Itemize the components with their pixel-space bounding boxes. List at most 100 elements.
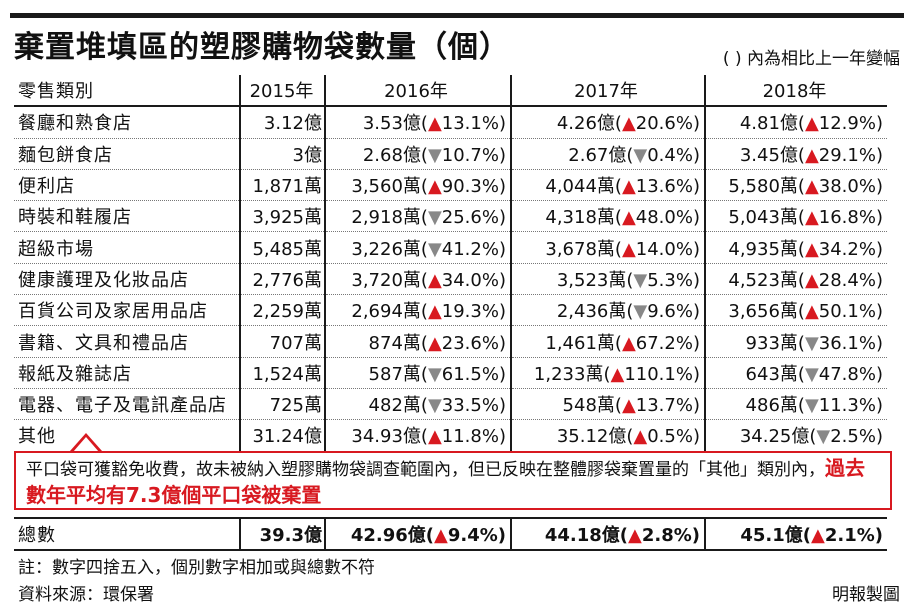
change-value: 61.5% <box>441 363 499 385</box>
change-value: 48.0% <box>635 207 693 229</box>
down-arrow-icon: ▼ <box>804 363 819 385</box>
down-arrow-icon: ▼ <box>804 332 819 354</box>
table-row: 健康護理及化妝品店 2,776萬 3,720萬(▲34.0%) 3,523萬(▼5.3… <box>14 263 887 296</box>
change-value: 16.8% <box>818 207 876 229</box>
up-arrow-icon: ▲ <box>427 426 442 448</box>
value-2015: 2,776萬 <box>240 263 326 296</box>
value: 44.18億 <box>544 525 620 546</box>
category-cell: 健康護理及化妝品店 <box>14 263 241 296</box>
value: 4,318萬 <box>545 207 615 229</box>
value: 45.1億 <box>740 525 803 546</box>
header-2016: 2016年 <box>325 75 512 108</box>
down-arrow-icon: ▼ <box>427 144 442 166</box>
total-row: 總數 39.3億 42.96億(▲9.4%) 44.18億(▲2.8%) 45.1億(▲… <box>14 518 887 550</box>
data-table: 零售類別 2015年 2016年 2017年 2018年 餐廳和熟食店 3.12億… <box>14 75 887 452</box>
down-arrow-icon: ▼ <box>804 395 819 417</box>
value-2016: 3,720萬(▲34.0%) <box>325 263 512 296</box>
change-value: 11.3% <box>818 395 876 417</box>
value-2016: 3,226萬(▼41.2%) <box>325 231 512 264</box>
value-2016: 3.53億(▲13.1%) <box>325 106 512 139</box>
value-2015: 2,259萬 <box>240 294 326 327</box>
change-value: 2.5% <box>830 426 876 448</box>
up-arrow-icon: ▲ <box>427 176 442 198</box>
value-2016: 874萬(▲23.6%) <box>325 325 512 358</box>
table-row: 餐廳和熟食店 3.12億 3.53億(▲13.1%) 4.26億(▲20.6%) 4.8… <box>14 106 887 139</box>
value: 482萬 <box>368 395 421 417</box>
value-2016: 482萬(▼33.5%) <box>325 388 512 421</box>
up-arrow-icon: ▲ <box>621 176 636 198</box>
value-2015: 31.24億 <box>240 419 326 452</box>
value-2017: 3,678萬(▲14.0%) <box>511 231 706 264</box>
value-2017: 2,436萬(▼9.6%) <box>511 294 706 327</box>
value-2018: 643萬(▼47.8%) <box>705 357 887 389</box>
up-arrow-icon: ▲ <box>621 207 636 229</box>
value: 933萬 <box>745 332 798 354</box>
table-row: 電器、電子及電訊產品店 725萬 482萬(▼33.5%) 548萬(▲13.7%) 4… <box>14 388 887 421</box>
value: 874萬 <box>368 332 421 354</box>
value-2018: 45.1億(▲2.1%) <box>740 525 883 546</box>
value: 3,523萬 <box>556 269 627 291</box>
down-arrow-icon: ▼ <box>427 395 442 417</box>
change-value: 19.3% <box>441 301 499 323</box>
change-value: 67.2% <box>635 332 693 354</box>
value: 42.96億 <box>350 525 426 546</box>
change-value: 34.0% <box>441 269 499 291</box>
value-2018: 34.25億(▼2.5%) <box>705 419 887 452</box>
category-cell: 麵包餅食店 <box>14 138 241 170</box>
value-2016: 2,694萬(▲19.3%) <box>325 294 512 327</box>
header-2017: 2017年 <box>511 75 706 108</box>
value: 2,436萬 <box>556 301 627 323</box>
table-row: 便利店 1,871萬 3,560萬(▲90.3%) 4,044萬(▲13.6%) 5,5… <box>14 169 887 202</box>
up-arrow-icon: ▲ <box>427 269 442 291</box>
change-value: 0.5% <box>647 426 693 448</box>
value-2015: 707萬 <box>240 325 326 358</box>
value: 3.45億 <box>739 144 798 166</box>
value: 1,461萬 <box>545 332 615 354</box>
up-arrow-icon: ▲ <box>621 395 636 417</box>
table-row: 其他 31.24億 34.93億(▲11.8%) 35.12億(▲0.5%) 34.25… <box>14 419 887 452</box>
value-2016: 2.68億(▼10.7%) <box>325 138 512 170</box>
value: 35.12億 <box>556 426 627 448</box>
down-arrow-icon: ▼ <box>633 144 648 166</box>
value: 3,678萬 <box>545 238 615 260</box>
category-cell: 電器、電子及電訊產品店 <box>14 388 241 421</box>
change-value: 28.4% <box>818 269 876 291</box>
value: 4,523萬 <box>728 269 798 291</box>
category-cell: 餐廳和熟食店 <box>14 106 241 139</box>
up-arrow-icon: ▲ <box>633 426 648 448</box>
change-value: 36.1% <box>818 332 876 354</box>
up-arrow-icon: ▲ <box>434 525 448 546</box>
credit: 明報製圖 <box>832 585 900 605</box>
top-rule <box>10 13 904 18</box>
value-2017: 1,233萬(▲110.1%) <box>511 357 706 389</box>
value-2018: 4,523萬(▲28.4%) <box>705 263 887 296</box>
change-value: 9.4% <box>447 525 498 546</box>
category-cell: 總數 <box>14 518 241 550</box>
value: 3,560萬 <box>351 176 421 198</box>
value-2018: 933萬(▼36.1%) <box>705 325 887 358</box>
value-2017: 4,318萬(▲48.0%) <box>511 200 706 233</box>
value: 34.93億 <box>351 426 421 448</box>
change-value: 29.1% <box>818 144 876 166</box>
value-2015: 3.12億 <box>240 106 326 139</box>
change-value: 2.8% <box>641 525 692 546</box>
value-2016: 2,918萬(▼25.6%) <box>325 200 512 233</box>
up-arrow-icon: ▲ <box>621 332 636 354</box>
category-cell: 報紙及雜誌店 <box>14 357 241 389</box>
callout-highlight: 過去數年平均有7.3億個平口袋被棄置 <box>26 456 865 507</box>
change-value: 12.9% <box>818 113 876 135</box>
value-2018: 3.45億(▲29.1%) <box>705 138 887 170</box>
value-2017: 3,523萬(▼5.3%) <box>511 263 706 296</box>
value-2018: 486萬(▼11.3%) <box>705 388 887 421</box>
change-value: 5.3% <box>647 269 693 291</box>
value-2017: 1,461萬(▲67.2%) <box>511 325 706 358</box>
source: 資料來源：環保署 <box>18 585 154 605</box>
up-arrow-icon: ▲ <box>811 525 825 546</box>
value: 2.68億 <box>362 144 421 166</box>
change-value: 33.5% <box>441 395 499 417</box>
category-cell: 時裝和鞋履店 <box>14 200 241 233</box>
callout-text: 平口袋可獲豁免收費，故未被納入塑膠購物袋調查範圍內，但已反映在整體膠袋棄置量的「… <box>26 460 825 480</box>
up-arrow-icon: ▲ <box>427 301 442 323</box>
value: 3,226萬 <box>351 238 421 260</box>
header-2018: 2018年 <box>705 75 887 108</box>
